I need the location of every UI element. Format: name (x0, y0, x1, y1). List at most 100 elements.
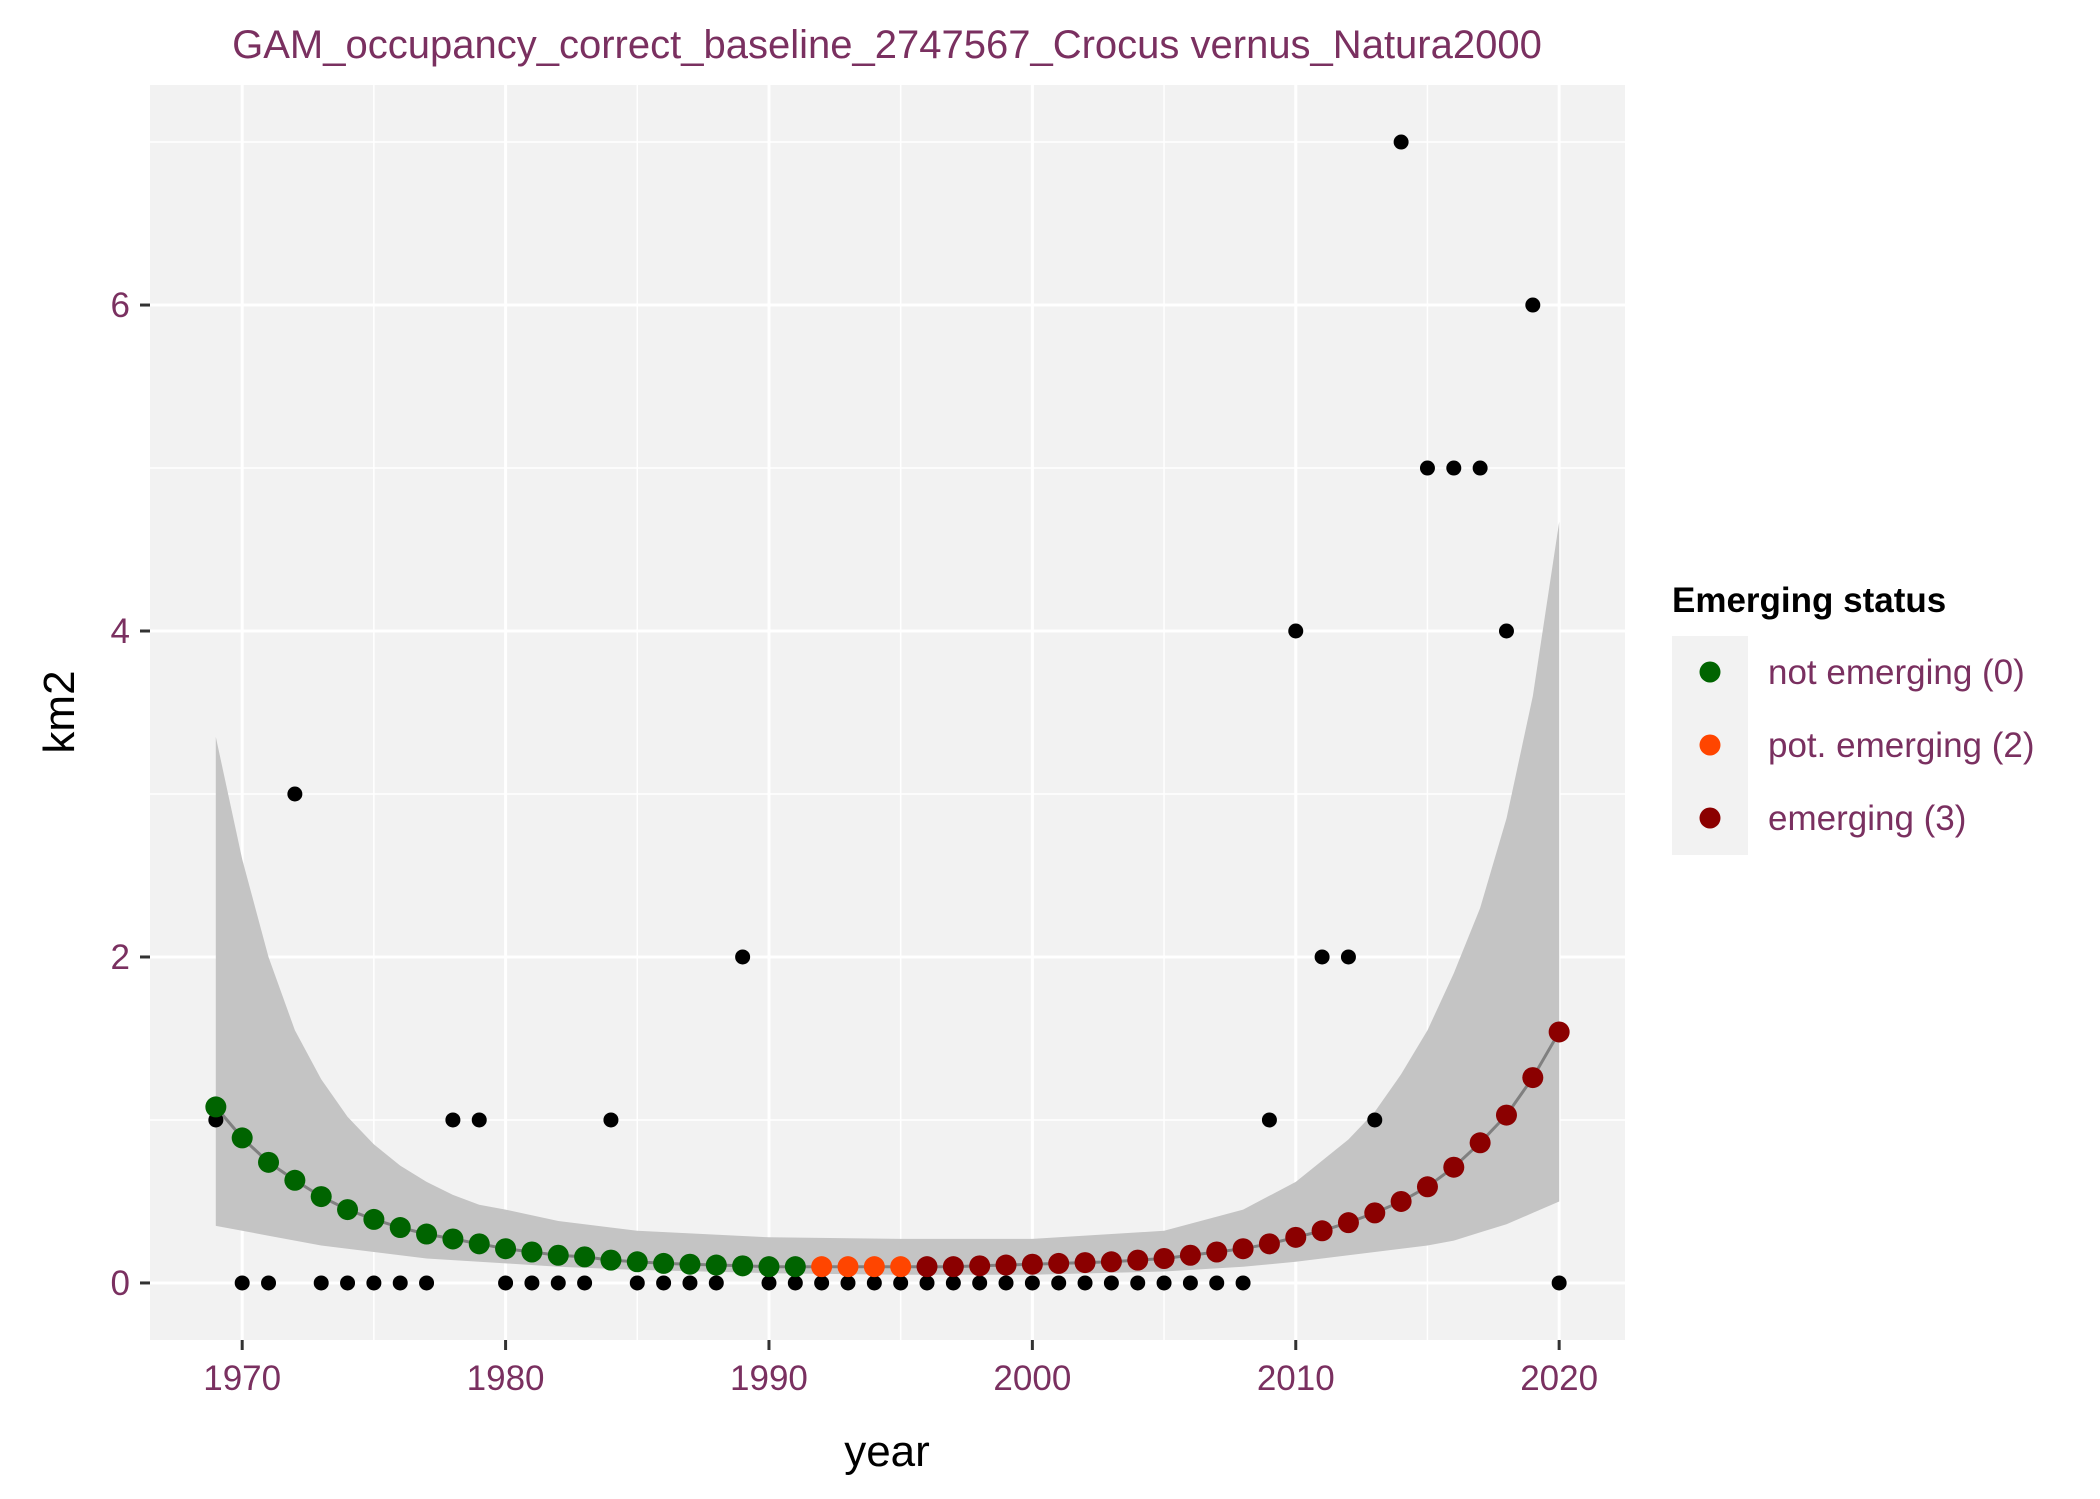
fitted-point (1127, 1249, 1149, 1271)
observed-point (814, 1275, 830, 1291)
fitted-point (205, 1096, 227, 1118)
fitted-point (1048, 1252, 1070, 1274)
x-tick-label: 1980 (467, 1359, 545, 1398)
fitted-point (442, 1228, 464, 1250)
observed-point (1051, 1275, 1067, 1291)
fitted-point (1258, 1233, 1280, 1255)
legend-label: pot. emerging (2) (1768, 726, 2035, 765)
observed-point (787, 1275, 803, 1291)
fitted-point (916, 1256, 938, 1278)
fitted-point (1337, 1212, 1359, 1234)
legend-label: emerging (3) (1768, 799, 1966, 838)
observed-point (577, 1275, 593, 1291)
observed-point (682, 1275, 698, 1291)
observed-point (1077, 1275, 1093, 1291)
observed-point (1340, 949, 1356, 965)
observed-point (708, 1275, 724, 1291)
observed-point (313, 1275, 329, 1291)
observed-point (550, 1275, 566, 1291)
observed-point (840, 1275, 856, 1291)
legend-key (1699, 807, 1721, 829)
x-tick-label: 2000 (993, 1359, 1071, 1398)
observed-point (1103, 1275, 1119, 1291)
observed-point (1024, 1275, 1040, 1291)
observed-point (1261, 1112, 1277, 1128)
fitted-point (1153, 1248, 1175, 1270)
observed-point (972, 1275, 988, 1291)
fitted-point (705, 1254, 727, 1276)
legend-label: not emerging (0) (1768, 653, 2025, 692)
observed-point (340, 1275, 356, 1291)
observed-point (1235, 1275, 1251, 1291)
y-tick-label: 4 (111, 612, 130, 651)
fitted-point (468, 1233, 490, 1255)
observed-point (1367, 1112, 1383, 1128)
legend-key (1699, 661, 1721, 683)
observed-point (1498, 623, 1514, 639)
fitted-point (626, 1251, 648, 1273)
fitted-point (1100, 1251, 1122, 1273)
fitted-point (337, 1199, 359, 1221)
fitted-point (995, 1254, 1017, 1276)
fitted-point (1206, 1241, 1228, 1263)
fitted-point (231, 1127, 253, 1149)
observed-point (656, 1275, 672, 1291)
observed-point (761, 1275, 777, 1291)
observed-point (629, 1275, 645, 1291)
observed-point (1525, 297, 1541, 313)
fitted-point (284, 1169, 306, 1191)
fitted-point (1364, 1202, 1386, 1224)
observed-point (1288, 623, 1304, 639)
observed-point (1446, 460, 1462, 476)
fitted-point (969, 1255, 991, 1277)
y-tick-label: 6 (111, 286, 130, 325)
fitted-point (890, 1256, 912, 1278)
y-axis-title: km2 (35, 670, 84, 753)
observed-point (1182, 1275, 1198, 1291)
fitted-point (1416, 1176, 1438, 1198)
observed-point (524, 1275, 540, 1291)
y-tick-label: 2 (111, 938, 130, 977)
observed-point (945, 1275, 961, 1291)
observed-point (1209, 1275, 1225, 1291)
x-axis-title: year (844, 1427, 930, 1476)
fitted-point (1522, 1067, 1544, 1089)
fitted-point (942, 1256, 964, 1278)
fitted-point (600, 1249, 622, 1271)
fitted-point (732, 1255, 754, 1277)
chart-title: GAM_occupancy_correct_baseline_2747567_C… (232, 23, 1542, 67)
fitted-point (1285, 1226, 1307, 1248)
observed-point (287, 786, 303, 802)
fitted-point (679, 1253, 701, 1275)
observed-point (998, 1275, 1014, 1291)
fitted-point (758, 1256, 780, 1278)
fitted-point (1495, 1104, 1517, 1126)
smoother-line (214, 1031, 1561, 1269)
observed-point (1130, 1275, 1146, 1291)
observed-point (366, 1275, 382, 1291)
fitted-point (258, 1151, 280, 1173)
observed-point (234, 1275, 250, 1291)
fitted-point (1232, 1238, 1254, 1260)
observed-point (261, 1275, 277, 1291)
fitted-point (1548, 1021, 1570, 1043)
legend-title: Emerging status (1672, 581, 1946, 620)
observed-point (893, 1275, 909, 1291)
fitted-point (1311, 1220, 1333, 1242)
fitted-point (310, 1186, 332, 1208)
observed-point (735, 949, 751, 965)
observed-point (1314, 949, 1330, 965)
fitted-point (1469, 1132, 1491, 1154)
fitted-point (863, 1256, 885, 1278)
observed-point (1472, 460, 1488, 476)
observed-point (498, 1275, 514, 1291)
fitted-point (1390, 1190, 1412, 1212)
axis-ticks: 1970 1980 1990 2000 2010 2020 0 2 4 6 (111, 286, 1599, 1398)
observed-point (603, 1112, 619, 1128)
fitted-point (1443, 1156, 1465, 1178)
legend: Emerging status not emerging (0) pot. eme… (1672, 581, 2035, 855)
fitted-point (574, 1246, 596, 1268)
x-tick-label: 2010 (1257, 1359, 1335, 1398)
observed-point (1393, 134, 1409, 150)
